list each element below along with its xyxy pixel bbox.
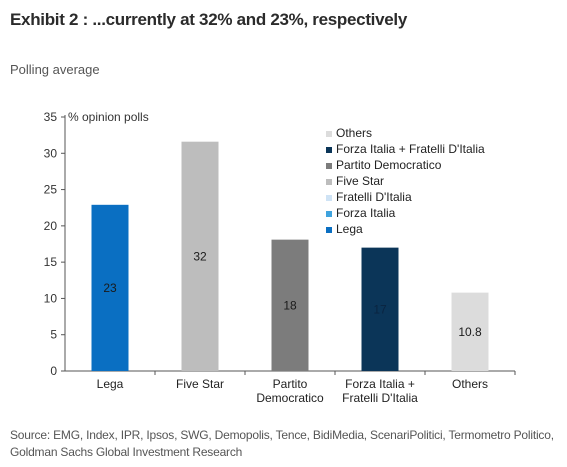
legend-swatch [326, 195, 332, 201]
x-tick-label: Others [452, 377, 488, 391]
legend-item: Partito Democratico [336, 158, 442, 172]
legend-swatch [326, 179, 332, 185]
y-tick-label: 0 [50, 364, 57, 378]
y-tick-label: 15 [44, 255, 58, 269]
bar [361, 247, 399, 371]
legend-item: Forza Italia [336, 206, 396, 220]
bar [451, 292, 489, 371]
x-tick-label: Fratelli D'Italia [342, 391, 418, 405]
legend-swatch [326, 211, 332, 217]
data-label: 10.8 [458, 325, 482, 339]
y-tick-label: 30 [44, 146, 58, 160]
legend-swatch [326, 131, 332, 137]
legend-swatch [326, 227, 332, 233]
legend-swatch [326, 147, 332, 153]
data-label: 23 [103, 281, 117, 295]
x-tick-label: Partito [273, 377, 308, 391]
bar [181, 141, 219, 371]
legend-item: Lega [336, 222, 363, 236]
x-tick-label: Forza Italia + [345, 377, 415, 391]
x-tick-label: Five Star [176, 377, 224, 391]
y-tick-label: 25 [44, 183, 58, 197]
data-label: 17 [373, 302, 387, 316]
legend-item: Others [336, 126, 372, 140]
y-tick-label: 10 [44, 291, 58, 305]
y-tick-label: 35 [44, 110, 58, 124]
y-tick-label: 20 [44, 219, 58, 233]
y-tick-label: 5 [50, 328, 57, 342]
bar [91, 204, 129, 371]
x-tick-label: Lega [97, 377, 124, 391]
bar [271, 239, 309, 371]
legend-item: Forza Italia + Fratelli D'Italia [336, 142, 485, 156]
chart-title: Exhibit 2 : ...currently at 32% and 23%,… [10, 10, 407, 29]
legend-swatch [326, 163, 332, 169]
data-label: 32 [193, 249, 207, 263]
x-tick-label: Democratico [256, 391, 324, 405]
data-label: 18 [283, 298, 297, 312]
legend-item: Five Star [336, 174, 384, 188]
bar-chart: 0 5 10 15 20 25 30 35 % opinion polls 23 Lega 32 Fiv… [44, 110, 516, 405]
source-note: Source: EMG, Index, IPR, Ipsos, SWG, Dem… [10, 428, 554, 459]
y-axis-label: % opinion polls [68, 110, 149, 124]
chart-subtitle: Polling average [10, 62, 100, 77]
legend-item: Fratelli D'Italia [336, 190, 412, 204]
